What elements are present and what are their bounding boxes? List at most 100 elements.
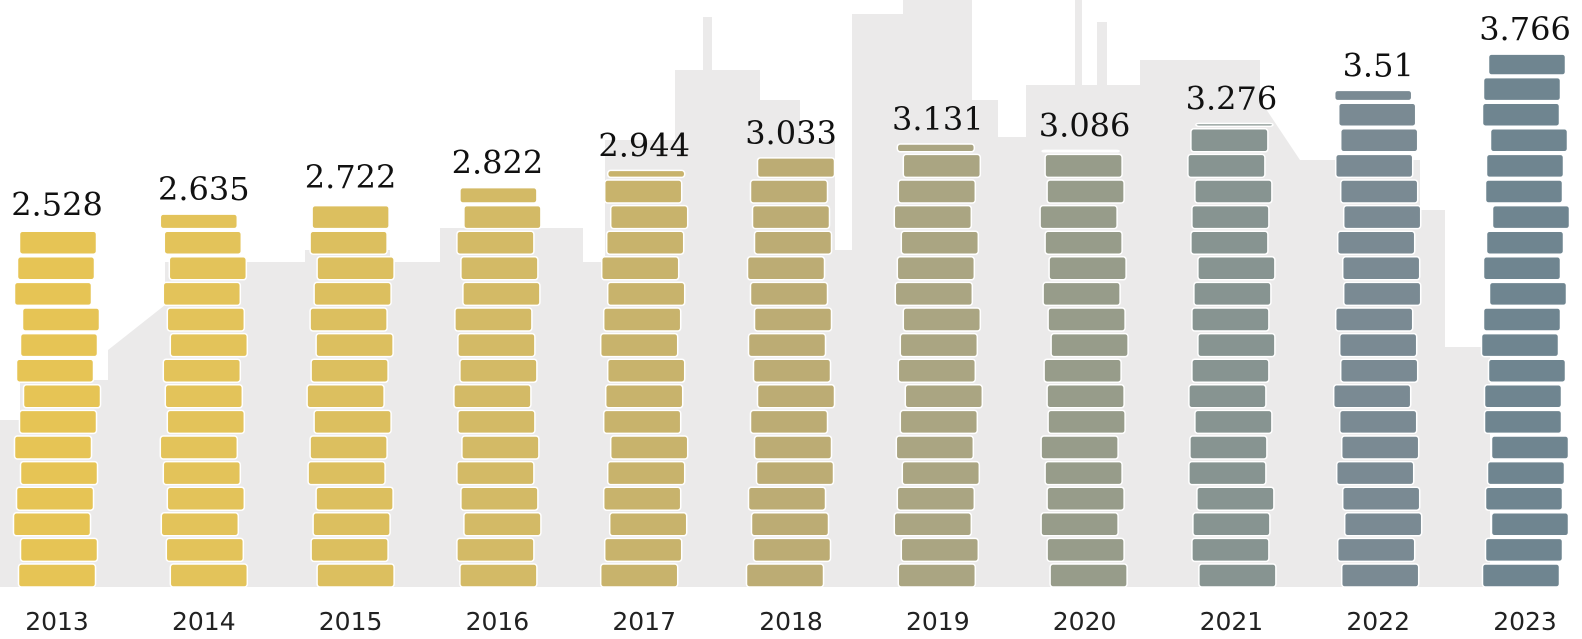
coin	[458, 410, 535, 433]
coin	[753, 206, 830, 229]
coin	[1341, 129, 1418, 152]
coin	[895, 282, 972, 305]
coin	[461, 487, 538, 510]
coin	[460, 564, 537, 587]
coin	[1343, 487, 1420, 510]
x-tick-label: 2022	[1346, 607, 1410, 636]
coin	[897, 487, 974, 510]
value-label: 3.51	[1343, 46, 1414, 84]
coin	[1193, 513, 1270, 536]
coin	[457, 231, 534, 254]
coin	[167, 487, 244, 510]
x-tick-label: 2017	[612, 607, 676, 636]
coin	[314, 282, 391, 305]
coin	[1047, 180, 1124, 203]
x-tick-label: 2016	[466, 607, 530, 636]
coin	[17, 359, 94, 382]
coin	[15, 282, 92, 305]
coin	[1191, 129, 1268, 152]
coin	[1040, 206, 1117, 229]
coin	[747, 564, 824, 587]
value-label: 3.766	[1479, 10, 1571, 48]
coin	[1189, 385, 1266, 408]
coin-stack	[1334, 90, 1422, 587]
coin	[15, 436, 92, 459]
coin	[749, 334, 826, 357]
coin	[458, 334, 535, 357]
coin	[1196, 123, 1273, 126]
coin	[905, 385, 982, 408]
coin	[1047, 487, 1124, 510]
x-tick-label: 2023	[1493, 607, 1557, 636]
coin	[1485, 410, 1562, 433]
coin	[160, 214, 237, 228]
coin	[460, 359, 537, 382]
coin	[21, 462, 98, 485]
coin	[460, 188, 537, 203]
coin	[166, 538, 243, 561]
coin	[20, 410, 97, 433]
coin	[751, 410, 828, 433]
value-label: 2.822	[452, 144, 544, 182]
coin	[901, 538, 978, 561]
coin	[23, 308, 100, 331]
coin	[1484, 257, 1561, 280]
coin	[752, 513, 829, 536]
coin	[170, 564, 247, 587]
coin	[1338, 231, 1415, 254]
coin-stack	[894, 144, 982, 587]
coin	[454, 385, 531, 408]
coin	[163, 282, 240, 305]
coin	[1345, 513, 1422, 536]
coin	[755, 436, 832, 459]
coin	[758, 385, 835, 408]
coin	[1045, 154, 1122, 177]
coin	[317, 257, 394, 280]
coin	[457, 538, 534, 561]
coin	[1335, 90, 1412, 100]
coin	[455, 308, 532, 331]
coin	[1041, 513, 1118, 536]
coin	[14, 513, 91, 536]
coin	[1192, 538, 1269, 561]
coin-stack	[747, 158, 835, 587]
coin	[464, 513, 541, 536]
coin	[601, 334, 678, 357]
coin	[313, 513, 390, 536]
coin	[1047, 538, 1124, 561]
x-tick-label: 2019	[906, 607, 970, 636]
coin	[1336, 308, 1413, 331]
coin-stack	[454, 188, 541, 587]
coin	[310, 231, 387, 254]
x-tick-label: 2014	[172, 607, 236, 636]
coin	[1049, 257, 1126, 280]
coin	[1051, 334, 1128, 357]
coin	[611, 206, 688, 229]
coin	[462, 436, 539, 459]
coin	[18, 257, 95, 280]
coin	[21, 334, 98, 357]
coin	[164, 231, 241, 254]
coin	[160, 436, 237, 459]
coin	[1191, 231, 1268, 254]
value-label: 3.033	[745, 114, 837, 152]
x-tick-label: 2015	[319, 607, 383, 636]
coin	[757, 462, 834, 485]
x-tick-label: 2018	[759, 607, 823, 636]
coin	[1047, 385, 1124, 408]
coin-stack	[160, 214, 247, 587]
coin	[316, 334, 393, 357]
coin	[749, 487, 826, 510]
coin	[1342, 564, 1419, 587]
coin	[901, 231, 978, 254]
coin	[464, 206, 541, 229]
coin	[163, 462, 240, 485]
coin	[1343, 257, 1420, 280]
x-tick-label: 2021	[1200, 607, 1264, 636]
coin	[1198, 257, 1275, 280]
value-label: 2.528	[11, 185, 103, 223]
coin	[902, 462, 979, 485]
coin	[903, 154, 980, 177]
coin	[17, 487, 94, 510]
value-label: 2.944	[598, 126, 690, 164]
